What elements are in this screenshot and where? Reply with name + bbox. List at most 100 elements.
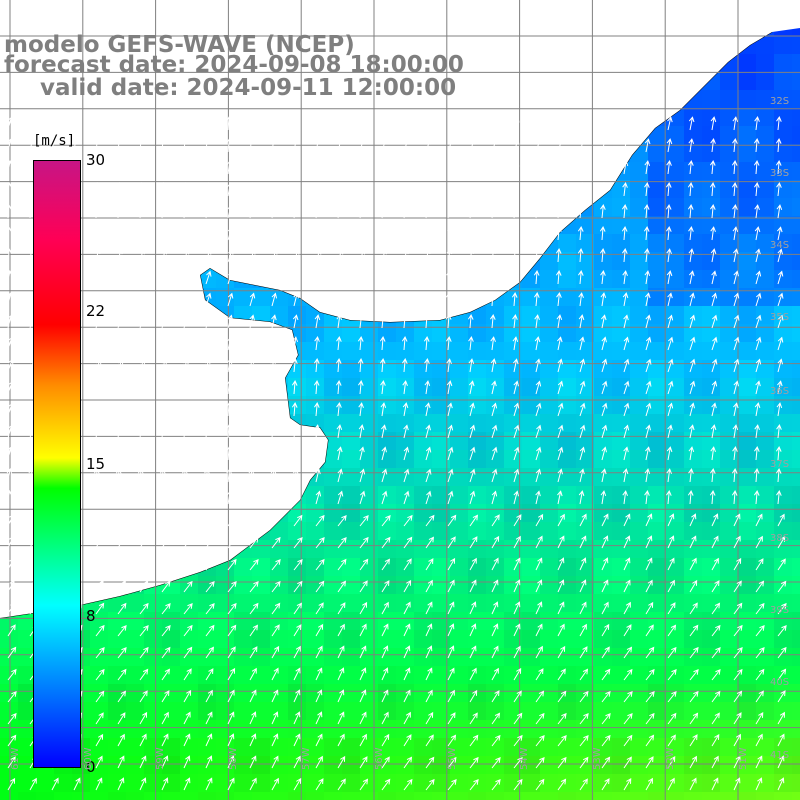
- wind-arrow: [337, 623, 345, 637]
- wind-speed-cell: [702, 180, 721, 199]
- wind-speed-cell: [738, 216, 757, 235]
- wind-arrow: [227, 689, 235, 703]
- wind-arrow: [381, 514, 391, 527]
- wind-arrow: [161, 733, 169, 747]
- wind-arrow: [557, 557, 565, 571]
- wind-speed-cell: [216, 576, 235, 595]
- wind-arrow: [403, 558, 412, 571]
- wind-arrow: [666, 226, 672, 241]
- wind-arrow: [645, 601, 654, 615]
- wind-arrow: [535, 468, 542, 483]
- wind-speed-cell: [720, 684, 739, 703]
- wind-arrow: [733, 602, 743, 615]
- wind-speed-cell: [702, 468, 721, 487]
- wind-speed-cell: [630, 540, 649, 559]
- wind-arrow: [205, 536, 214, 549]
- wind-arrow: [27, 226, 34, 241]
- wind-speed-cell: [540, 252, 559, 271]
- wind-speed-cell: [756, 378, 775, 397]
- wind-arrow: [511, 270, 518, 285]
- wind-speed-cell: [108, 612, 127, 631]
- wind-arrow: [645, 557, 653, 571]
- wind-speed-cell: [558, 378, 577, 397]
- wind-speed-cell: [342, 396, 361, 415]
- wind-speed-cell: [522, 558, 541, 577]
- wind-arrow: [622, 160, 629, 175]
- wind-speed-cell: [612, 522, 631, 541]
- wind-arrow: [205, 689, 213, 703]
- wind-arrow: [357, 358, 364, 373]
- wind-speed-cell: [612, 324, 631, 343]
- wind-arrow: [512, 314, 518, 329]
- wind-arrow: [424, 358, 430, 373]
- wind-arrow: [601, 468, 607, 483]
- wind-speed-cell: [558, 270, 577, 289]
- wind-speed-cell: [414, 792, 433, 800]
- wind-arrow: [623, 358, 630, 373]
- wind-speed-cell: [270, 738, 289, 757]
- wind-speed-cell: [342, 360, 361, 379]
- wind-arrow: [623, 424, 630, 439]
- wind-arrow: [667, 380, 674, 395]
- wind-arrow: [359, 204, 366, 219]
- wind-arrow: [775, 160, 782, 175]
- wind-arrow: [161, 711, 169, 725]
- wind-speed-cell: [612, 468, 631, 487]
- wind-arrow: [623, 690, 633, 703]
- wind-arrow: [709, 182, 716, 197]
- wind-speed-cell: [0, 774, 19, 793]
- wind-arrow: [513, 690, 522, 703]
- wind-speed-cell: [342, 468, 361, 487]
- wind-speed-cell: [414, 630, 433, 649]
- wind-arrow: [249, 755, 257, 769]
- wind-arrow: [425, 623, 433, 637]
- wind-speed-cell: [432, 342, 451, 361]
- wind-speed-cell: [378, 450, 397, 469]
- wind-arrow: [689, 358, 696, 373]
- wind-arrow: [271, 755, 279, 769]
- wind-arrow: [337, 514, 347, 527]
- wind-arrow: [95, 270, 101, 285]
- wind-arrow: [403, 778, 413, 791]
- wind-speed-cell: [756, 612, 775, 631]
- wind-speed-cell: [450, 666, 469, 685]
- wind-speed-cell: [306, 342, 325, 361]
- wind-speed-cell: [360, 522, 379, 541]
- wind-speed-cell: [792, 414, 800, 433]
- wind-arrow: [777, 580, 787, 593]
- wind-speed-cell: [648, 774, 667, 793]
- wind-speed-cell: [90, 702, 109, 721]
- wind-speed-cell: [360, 540, 379, 559]
- wind-speed-cell: [540, 324, 559, 343]
- wind-speed-cell: [792, 612, 800, 631]
- wind-arrow: [557, 380, 564, 395]
- wind-arrow: [667, 690, 677, 703]
- wind-speed-cell: [684, 306, 703, 325]
- wind-arrow: [315, 645, 323, 659]
- wind-arrow: [93, 182, 100, 197]
- wind-arrow: [666, 270, 673, 285]
- wind-speed-cell: [486, 612, 505, 631]
- wind-speed-cell: [288, 522, 307, 541]
- wind-arrow: [667, 116, 673, 131]
- wind-arrow: [491, 424, 498, 439]
- wind-arrow: [535, 601, 543, 615]
- wind-speed-cell: [756, 72, 775, 91]
- wind-arrow: [733, 292, 740, 307]
- wind-arrow: [579, 116, 586, 131]
- wind-speed-cell: [468, 522, 487, 541]
- wind-speed-cell: [414, 450, 433, 469]
- wind-speed-cell: [450, 504, 469, 523]
- wind-speed-cell: [432, 558, 451, 577]
- wind-speed-cell: [774, 108, 793, 127]
- wind-speed-cell: [450, 702, 469, 721]
- wind-speed-cell: [576, 234, 595, 253]
- wind-speed-cell: [558, 738, 577, 757]
- wind-arrow: [446, 380, 453, 395]
- wind-arrow: [181, 424, 188, 439]
- wind-arrow: [293, 689, 301, 703]
- wind-arrow: [535, 535, 543, 549]
- wind-speed-cell: [252, 306, 271, 325]
- wind-speed-cell: [198, 720, 217, 739]
- wind-arrow: [337, 468, 343, 483]
